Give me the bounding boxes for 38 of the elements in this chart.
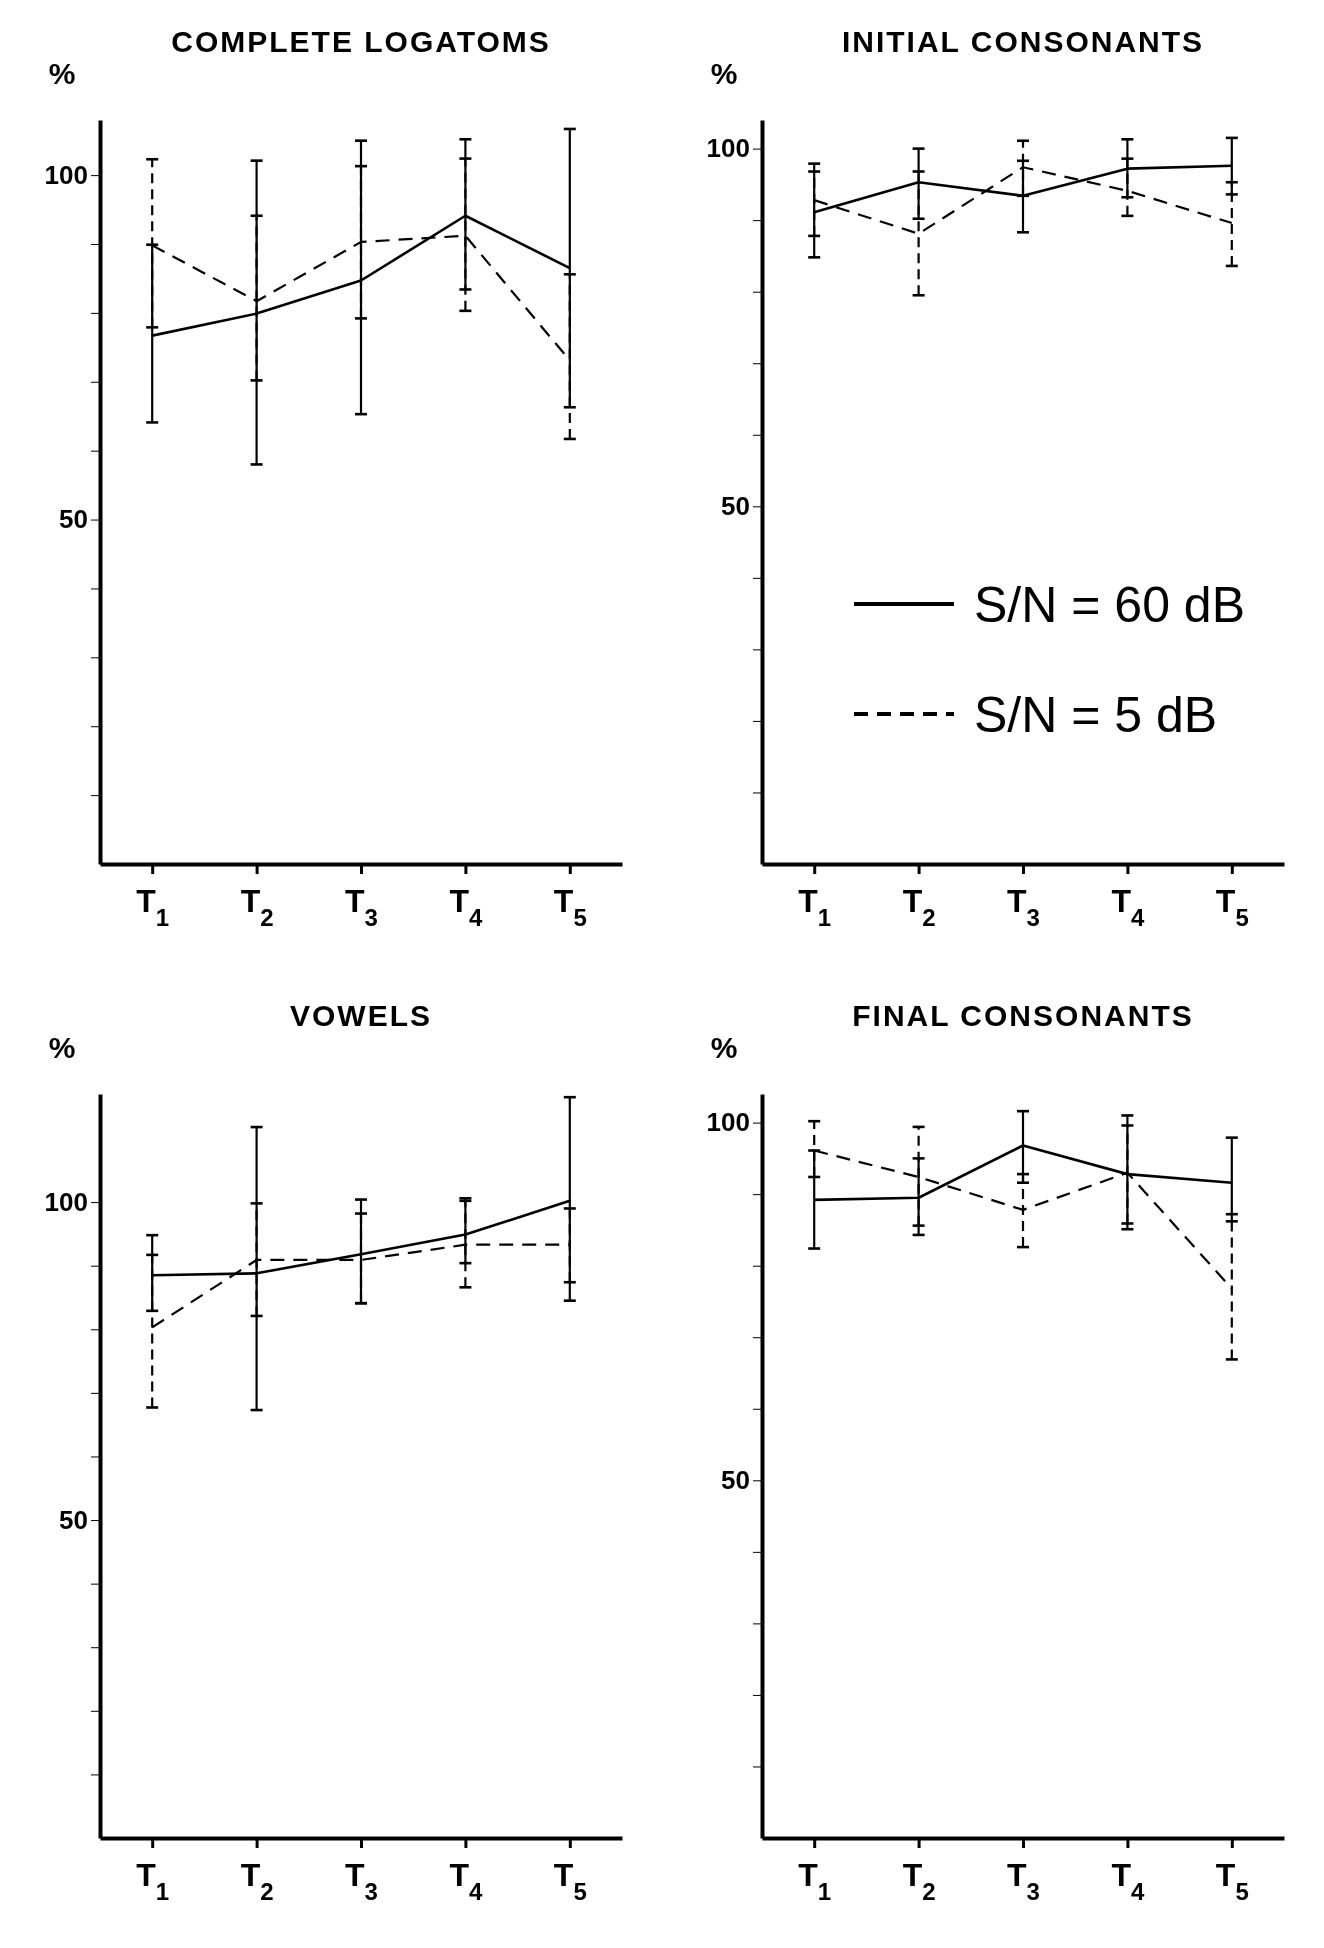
x-tick-label: T$_{1}$ xyxy=(136,883,170,931)
x-tick-label: T$_{1}$ xyxy=(136,1857,170,1905)
y-axis-title: % xyxy=(48,1031,76,1064)
legend-label: S/N = 60 dB xyxy=(974,577,1245,633)
x-tick-label: T$_{1}$ xyxy=(798,1857,832,1905)
chart-title: FINAL CONSONANTS xyxy=(852,999,1194,1032)
x-tick-label: T$_{4}$ xyxy=(1111,1857,1145,1905)
x-tick-label: T$_{2}$ xyxy=(902,883,936,931)
x-tick-label: T$_{5}$ xyxy=(1215,1857,1249,1905)
y-tick-label: 50 xyxy=(721,1465,750,1496)
x-tick-label: T$_{3}$ xyxy=(345,883,378,931)
x-tick-label: T$_{5}$ xyxy=(1215,883,1249,931)
y-axis-title: % xyxy=(710,1031,738,1064)
x-tick-label: T$_{3}$ xyxy=(1007,1857,1040,1905)
x-tick-label: T$_{5}$ xyxy=(553,1857,587,1905)
y-axis-title: % xyxy=(48,57,76,90)
x-tick-label: T$_{4}$ xyxy=(1111,883,1145,931)
y-tick-label: 100 xyxy=(44,1186,88,1217)
y-tick-label: 100 xyxy=(706,133,750,164)
y-tick-label: 50 xyxy=(59,1504,88,1535)
x-tick-label: T$_{4}$ xyxy=(449,883,483,931)
chart-title: COMPLETE LOGATOMS xyxy=(171,25,551,58)
x-tick-label: T$_{5}$ xyxy=(553,883,587,931)
y-axis-title: % xyxy=(710,57,738,90)
x-tick-label: T$_{4}$ xyxy=(449,1857,483,1905)
y-tick-label: 50 xyxy=(59,504,88,535)
chart-title: INITIAL CONSONANTS xyxy=(841,25,1205,58)
legend-label: S/N = 5 dB xyxy=(974,687,1218,743)
y-tick-label: 100 xyxy=(44,159,88,190)
x-tick-label: T$_{2}$ xyxy=(902,1857,936,1905)
chart-title: VOWELS xyxy=(289,999,433,1032)
x-tick-label: T$_{2}$ xyxy=(240,1857,274,1905)
y-tick-label: 100 xyxy=(706,1107,750,1138)
x-tick-label: T$_{1}$ xyxy=(798,883,832,931)
y-tick-label: 50 xyxy=(721,491,750,522)
x-tick-label: T$_{2}$ xyxy=(240,883,274,931)
x-tick-label: T$_{3}$ xyxy=(345,1857,378,1905)
x-tick-label: T$_{3}$ xyxy=(1007,883,1040,931)
